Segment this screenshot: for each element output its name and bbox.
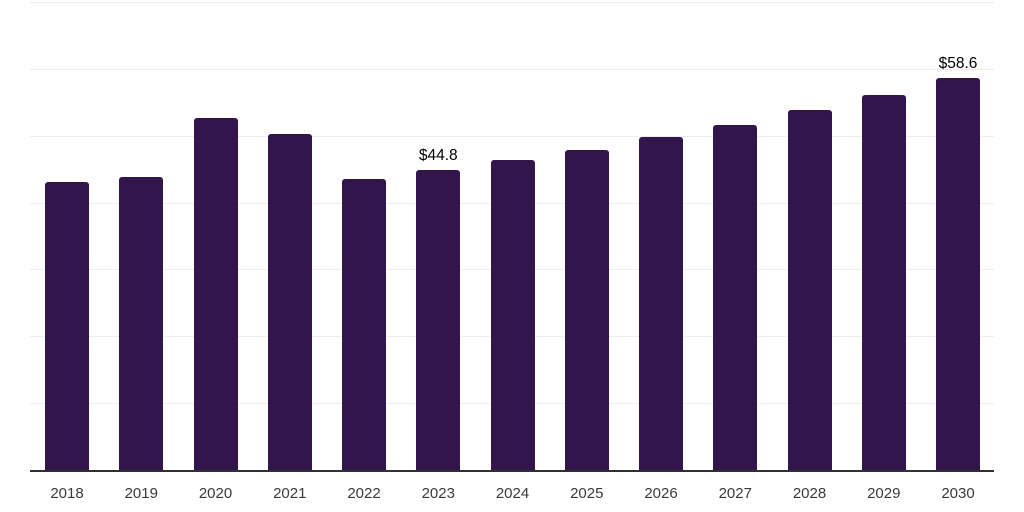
bar-slot-2023: $44.8 bbox=[416, 147, 461, 470]
bar-slot-2022 bbox=[342, 178, 386, 470]
bar-value-label-2023: $44.8 bbox=[418, 147, 458, 165]
x-tick-label-2028: 2028 bbox=[792, 485, 827, 502]
x-tick-label-2021: 2021 bbox=[273, 485, 307, 502]
x-tick-label-2019: 2019 bbox=[124, 485, 158, 502]
gridline-70 bbox=[30, 2, 994, 3]
x-tick-label-2018: 2018 bbox=[50, 485, 84, 502]
x-tick-label-2029: 2029 bbox=[867, 485, 901, 502]
bars-container: $44.8 $58.6 bbox=[45, 2, 980, 470]
bar-2027 bbox=[713, 125, 758, 470]
bar-2022 bbox=[342, 178, 386, 470]
bar-2023 bbox=[416, 170, 461, 470]
bar-2019 bbox=[119, 176, 164, 470]
bar-slot-2028 bbox=[787, 110, 832, 470]
plot-area: $44.8 $58.6 bbox=[30, 2, 994, 472]
bar-2021 bbox=[267, 133, 312, 470]
bar-slot-2020 bbox=[193, 118, 238, 470]
bar-slot-2029 bbox=[861, 94, 906, 470]
bar-2026 bbox=[639, 137, 683, 470]
bar-slot-2026 bbox=[639, 137, 683, 470]
gridline-60 bbox=[30, 68, 994, 70]
x-tick-label-2027: 2027 bbox=[718, 485, 752, 502]
x-tick-label-2025: 2025 bbox=[570, 485, 604, 502]
bar-slot-2027 bbox=[713, 125, 758, 470]
x-tick-label-2020: 2020 bbox=[198, 485, 233, 502]
bar-2030 bbox=[936, 78, 980, 470]
bar-2024 bbox=[490, 159, 535, 470]
bar-2020 bbox=[193, 118, 238, 470]
gridline-50 bbox=[30, 135, 994, 137]
bar-value-label-2030: $58.6 bbox=[938, 55, 978, 73]
bar-slot-2021 bbox=[267, 133, 312, 470]
x-tick-label-2026: 2026 bbox=[644, 485, 678, 502]
bar-slot-2030: $58.6 bbox=[936, 55, 980, 470]
bar-2029 bbox=[861, 94, 906, 470]
bar-slot-2018 bbox=[45, 181, 89, 470]
bar-2018 bbox=[45, 181, 89, 470]
bar-slot-2025 bbox=[564, 150, 609, 470]
x-tick-label-2023: 2023 bbox=[421, 485, 455, 502]
x-axis-labels: 2018 2019 2020 2021 2022 2023 2024 2025 2026 2027… bbox=[45, 484, 980, 504]
bar-2025 bbox=[564, 150, 609, 470]
bar-slot-2019 bbox=[119, 176, 164, 470]
x-tick-label-2024: 2024 bbox=[495, 485, 530, 502]
x-tick-label-2022: 2022 bbox=[347, 485, 381, 502]
bar-2028 bbox=[787, 110, 832, 470]
bar-slot-2024 bbox=[490, 159, 535, 470]
x-tick-label-2030: 2030 bbox=[941, 485, 975, 502]
